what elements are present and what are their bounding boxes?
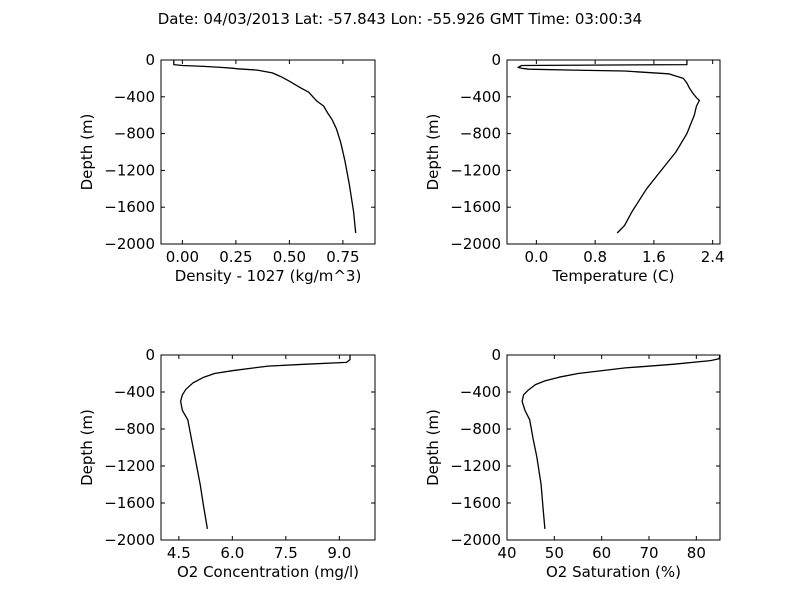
o2-concentration-xtick-label: 7.5: [274, 544, 298, 562]
o2-saturation-ytick-label: −800: [460, 420, 501, 438]
density-xtick-label: 0.75: [326, 248, 359, 266]
o2-concentration-profile-line: [179, 355, 351, 530]
o2-saturation-xlabel: O2 Saturation (%): [546, 563, 681, 581]
density-xlabel: Density - 1027 (kg/m^3): [175, 267, 362, 285]
o2-concentration-ytick-label: −400: [114, 383, 155, 401]
density-xtick-label: 0.50: [273, 248, 306, 266]
temperature-ytick-label: −2000: [450, 235, 501, 253]
density-plot: Density - 1027 (kg/m^3) Depth (m) 0 −400 −…: [78, 51, 376, 285]
density-xtick-label: 0.25: [219, 248, 252, 266]
density-ytick-label: −2000: [104, 235, 155, 253]
o2-saturation-ytick-label: −400: [460, 383, 501, 401]
o2-concentration-xtick-label: 6.0: [220, 544, 244, 562]
temperature-ytick-label: −400: [460, 88, 501, 106]
density-xtick-label: 0.00: [166, 248, 199, 266]
temperature-profile-line: [517, 60, 701, 234]
temperature-axes-frame: [506, 59, 721, 245]
temperature-xtick-label: 0.8: [583, 248, 607, 266]
density-ytick-label: −800: [114, 125, 155, 143]
temperature-ytick-label: −1200: [450, 161, 501, 179]
o2-concentration-plot: O2 Concentration (mg/l) Depth (m) 0 −400 −…: [78, 346, 376, 581]
o2-concentration-xtick-label: 9.0: [327, 544, 351, 562]
o2-saturation-xtick-label: 60: [592, 544, 611, 562]
temperature-ytick-label: −800: [460, 125, 501, 143]
density-profile-line: [173, 60, 357, 234]
o2-saturation-ytick-label: −1600: [450, 494, 501, 512]
o2-saturation-xtick-label: 40: [497, 544, 516, 562]
temperature-xtick-label: 1.6: [642, 248, 666, 266]
o2-saturation-ytick-label: 0: [491, 346, 501, 364]
figure-title: Date: 04/03/2013 Lat: -57.843 Lon: -55.9…: [158, 10, 642, 28]
temperature-plot: Temperature (C) Depth (m) 0 −400 −800 −1200…: [424, 51, 725, 285]
o2-concentration-xtick-label: 4.5: [167, 544, 191, 562]
o2-saturation-xtick-label: 70: [639, 544, 658, 562]
o2-concentration-ytick-label: −800: [114, 420, 155, 438]
o2-concentration-ylabel: Depth (m): [78, 409, 96, 486]
o2-saturation-ytick-label: −1200: [450, 457, 501, 475]
o2-concentration-axes-frame: [160, 354, 376, 541]
density-ytick-label: −1600: [104, 198, 155, 216]
o2-concentration-ytick-label: −1200: [104, 457, 155, 475]
o2-saturation-xtick-label: 50: [545, 544, 564, 562]
o2-saturation-plot: O2 Saturation (%) Depth (m) 0 −400 −800 −12…: [424, 346, 721, 581]
o2-saturation-profile-line: [521, 354, 721, 529]
o2-saturation-ytick-label: −2000: [450, 531, 501, 549]
o2-concentration-ytick-label: −1600: [104, 494, 155, 512]
o2-concentration-ytick-label: 0: [145, 346, 155, 364]
temperature-ylabel: Depth (m): [424, 114, 442, 191]
temperature-ytick-label: 0: [491, 51, 501, 69]
o2-saturation-ylabel: Depth (m): [424, 409, 442, 486]
density-ytick-label: −1200: [104, 161, 155, 179]
density-ylabel: Depth (m): [78, 114, 96, 191]
temperature-xtick-label: 0.0: [524, 248, 548, 266]
density-axes-frame: [160, 59, 376, 245]
density-ytick-label: −400: [114, 88, 155, 106]
o2-concentration-ytick-label: −2000: [104, 531, 155, 549]
temperature-xtick-label: 2.4: [701, 248, 725, 266]
o2-concentration-xlabel: O2 Concentration (mg/l): [177, 563, 359, 581]
o2-saturation-axes-frame: [506, 354, 721, 541]
o2-saturation-xtick-label: 80: [687, 544, 706, 562]
density-ytick-label: 0: [145, 51, 155, 69]
temperature-xlabel: Temperature (C): [552, 267, 675, 285]
temperature-ytick-label: −1600: [450, 198, 501, 216]
